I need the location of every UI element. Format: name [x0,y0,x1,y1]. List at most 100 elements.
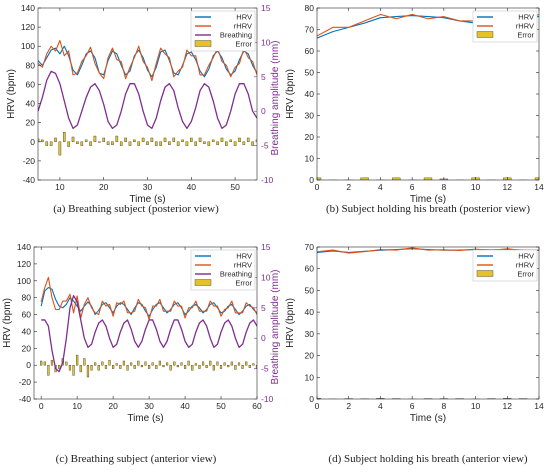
error-bar [45,141,49,146]
error-bar [102,137,106,142]
y-axis-label: HRV (bpm) [6,69,17,119]
y-tick-label: 140 [17,242,31,252]
error-bar [146,141,149,145]
y-right-tick-label: 0 [261,106,266,116]
y-tick-label: 30 [305,111,315,121]
error-bar [201,361,205,366]
error-bar [119,141,123,146]
error-bar [198,137,202,142]
subfigure-caption: (b) Subject holding his breath (posterio… [326,203,530,215]
error-bar [360,177,369,180]
error-bar [49,141,53,146]
x-tick-label: 0 [315,401,320,411]
legend-label: rHRV [234,22,252,31]
x-tick-label: 2 [346,401,351,411]
y-tick-label: 50 [305,285,315,295]
error-bar [216,361,219,366]
y-right-axis-label: Breathing amplitude (mm) [270,40,281,155]
error-bar [255,365,257,369]
chart-d: 0 2 4 6 8 10 12 14 0 10 20 30 40 50 60 70 Time (s) HRV (b… [285,242,544,465]
error-bar [248,365,251,368]
error-bar [40,360,43,366]
error-bar [58,141,62,156]
error-bar [124,137,127,142]
error-bar [392,177,401,180]
error-bar [90,365,93,371]
error-bar [147,365,151,369]
error-bar [237,362,241,366]
legend-label: Error [517,31,534,40]
series-line-rhrv [317,247,539,254]
error-bar [128,141,132,146]
error-bar [328,179,338,180]
error-bar [212,365,215,371]
error-bar [130,362,133,366]
error-bar [80,141,84,146]
x-tick-label: 10 [471,401,481,411]
legend-label: Breathing [220,270,252,279]
y-tick-label: 40 [22,326,32,336]
error-bar [194,141,197,146]
error-bar [251,141,254,146]
error-bar [72,365,75,376]
error-bar [62,132,66,142]
legend-label: HRV [518,252,534,261]
error-bar [76,141,79,144]
x-tick-label: 8 [441,182,446,192]
error-bar [423,177,433,180]
error-bar [141,137,145,142]
error-bar [223,362,226,366]
error-bar [241,365,244,369]
error-bar [194,363,197,366]
x-tick-label: 0 [315,182,320,192]
error-bar [150,137,154,142]
series-line-breathing [41,294,257,373]
subfigure-caption: (a) Breathing subject (posterior view) [53,203,219,215]
x-tick-label: 50 [216,401,226,411]
error-bar [159,141,162,146]
y-right-tick-label: 5 [261,72,266,82]
error-bar [122,360,126,366]
y-tick-label: 60 [22,310,32,320]
y-tick-label: 80 [26,60,36,70]
error-bar [144,361,147,366]
error-bar [79,365,82,373]
y-tick-label: 100 [21,41,35,51]
error-bar [246,137,250,142]
x-tick-label: 10 [471,182,481,192]
error-bar [173,361,176,366]
x-tick-label: 12 [503,182,513,192]
error-bar [233,141,237,146]
x-tick-label: 12 [503,401,513,411]
error-bar [115,363,118,366]
legend-swatch-error [476,270,494,277]
subfigure-caption: (d) Subject holding his breath (anterior… [328,453,528,465]
y-tick-label: 20 [305,351,315,361]
error-bar [137,360,140,366]
y-tick-label: 0 [309,394,314,404]
y-right-tick-label: -10 [261,175,274,185]
x-axis-label: Time (s) [410,194,446,205]
y-tick-label: 0 [309,175,314,185]
error-bar [65,361,68,366]
error-bar [101,361,104,366]
series-line-breathing [38,70,257,130]
error-bar [220,137,224,142]
legend-label: HRV [518,13,534,22]
error-bar [126,365,129,371]
y-tick-label: 30 [305,329,315,339]
x-tick-label: 4 [378,401,383,411]
error-bar [165,362,169,366]
legend-label: rHRV [516,261,534,270]
x-tick-label: 30 [144,401,154,411]
y-tick-label: 10 [305,154,315,164]
y-tick-label: 140 [21,3,35,13]
error-bar [229,139,233,142]
x-tick-label: 40 [187,182,197,192]
legend-swatch-error [194,40,212,47]
error-bar [112,365,115,369]
y-right-tick-label: -10 [261,394,274,404]
y-tick-label: 0 [30,137,35,147]
